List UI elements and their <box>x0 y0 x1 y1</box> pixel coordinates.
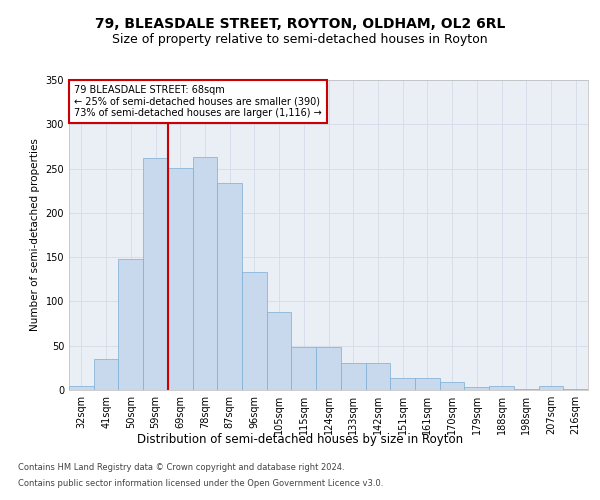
Bar <box>168 168 193 390</box>
Bar <box>143 158 168 390</box>
Text: Distribution of semi-detached houses by size in Royton: Distribution of semi-detached houses by … <box>137 432 463 446</box>
Y-axis label: Number of semi-detached properties: Number of semi-detached properties <box>30 138 40 332</box>
Text: 79 BLEASDALE STREET: 68sqm
← 25% of semi-detached houses are smaller (390)
73% o: 79 BLEASDALE STREET: 68sqm ← 25% of semi… <box>74 84 322 118</box>
Bar <box>94 359 118 390</box>
Bar <box>341 364 365 390</box>
Bar <box>118 259 143 390</box>
Bar <box>489 386 514 390</box>
Bar <box>440 382 464 390</box>
Bar <box>316 346 341 390</box>
Bar <box>464 388 489 390</box>
Text: Contains public sector information licensed under the Open Government Licence v3: Contains public sector information licen… <box>18 478 383 488</box>
Bar <box>217 182 242 390</box>
Bar <box>539 386 563 390</box>
Bar <box>390 378 415 390</box>
Bar <box>292 346 316 390</box>
Bar <box>514 389 539 390</box>
Bar <box>193 157 217 390</box>
Bar <box>69 386 94 390</box>
Bar <box>242 272 267 390</box>
Bar <box>267 312 292 390</box>
Text: Contains HM Land Registry data © Crown copyright and database right 2024.: Contains HM Land Registry data © Crown c… <box>18 464 344 472</box>
Text: Size of property relative to semi-detached houses in Royton: Size of property relative to semi-detach… <box>112 32 488 46</box>
Text: 79, BLEASDALE STREET, ROYTON, OLDHAM, OL2 6RL: 79, BLEASDALE STREET, ROYTON, OLDHAM, OL… <box>95 18 505 32</box>
Bar <box>365 364 390 390</box>
Bar <box>563 389 588 390</box>
Bar <box>415 378 440 390</box>
